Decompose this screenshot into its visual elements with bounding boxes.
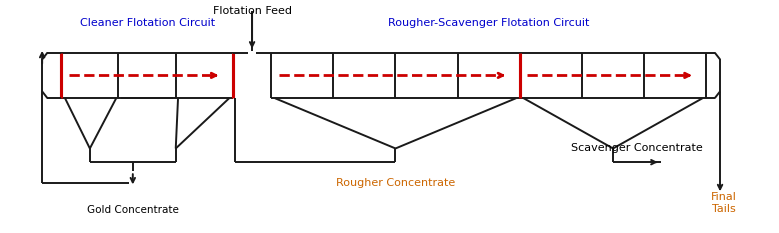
Text: Scavenger Concentrate: Scavenger Concentrate xyxy=(571,144,703,154)
Text: Final
Tails: Final Tails xyxy=(711,192,737,214)
Text: Gold Concentrate: Gold Concentrate xyxy=(87,205,178,215)
Text: Cleaner Flotation Circuit: Cleaner Flotation Circuit xyxy=(79,18,215,28)
Text: Rougher Concentrate: Rougher Concentrate xyxy=(336,178,455,188)
Text: Rougher-Scavenger Flotation Circuit: Rougher-Scavenger Flotation Circuit xyxy=(388,18,590,28)
Text: Flotation Feed: Flotation Feed xyxy=(213,7,291,17)
